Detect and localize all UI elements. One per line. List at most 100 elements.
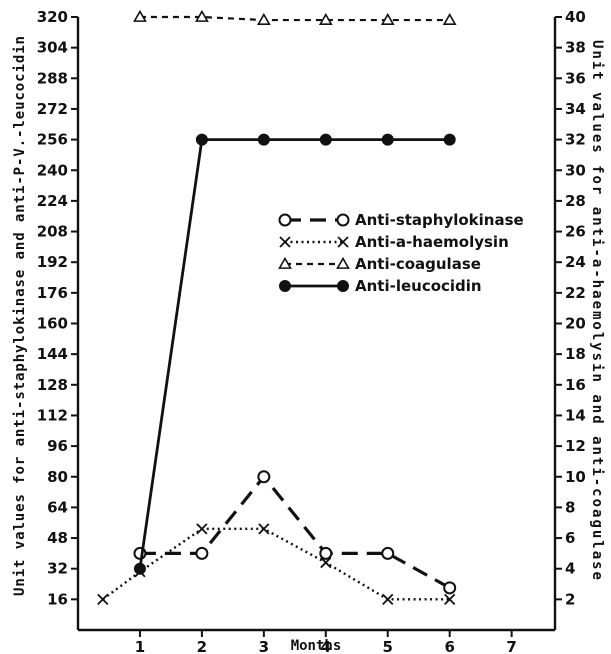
data-point <box>258 523 270 535</box>
data-point <box>257 470 271 484</box>
data-point <box>256 12 271 25</box>
data-point <box>319 133 332 146</box>
legend-entry: Anti-leucocidin <box>279 277 482 295</box>
data-point <box>443 133 456 146</box>
y-left-tick-label: 240 <box>37 161 68 179</box>
y-right-tick-label: 14 <box>565 406 586 424</box>
y-left-tick-label: 176 <box>37 284 68 302</box>
series-anti-a-haemolysin <box>97 523 456 605</box>
x-tick-label: 3 <box>259 638 269 654</box>
y-right-tick-label: 40 <box>565 8 586 26</box>
data-point <box>444 593 456 605</box>
x-axis-title: Months <box>291 638 342 654</box>
left-y-axis-title: Unit values for anti-staphylokinase and … <box>12 36 28 596</box>
y-right-tick-label: 36 <box>565 69 586 87</box>
data-point <box>382 593 394 605</box>
filled-circle-marker <box>279 280 291 292</box>
series-line <box>139 15 450 22</box>
y-left-tick-label: 288 <box>37 69 68 87</box>
y-right-tick-label: 20 <box>565 315 586 333</box>
y-right-tick-label: 26 <box>565 223 586 241</box>
x-marker <box>337 236 349 248</box>
y-left-tick-label: 256 <box>37 131 68 149</box>
x-tick-label: 7 <box>506 638 516 654</box>
y-left-tick-label: 192 <box>37 253 68 271</box>
y-right-tick-label: 4 <box>565 560 575 578</box>
data-point <box>320 556 332 569</box>
data-point <box>195 9 209 22</box>
y-left-tick-label: 208 <box>37 223 68 241</box>
series-anti-coagulase <box>133 9 457 25</box>
x-tick-label: 1 <box>135 638 145 654</box>
y-left-tick-label: 16 <box>47 590 68 608</box>
data-point <box>97 593 109 605</box>
y-left-tick-label: 64 <box>47 498 68 516</box>
legend-label: Anti-leucocidin <box>355 277 482 295</box>
legend-label: Anti-a-haemolysin <box>355 233 509 251</box>
data-point <box>133 9 147 22</box>
series-line <box>139 475 451 590</box>
y-right-tick-label: 34 <box>565 100 586 118</box>
x-tick-label: 5 <box>383 638 393 654</box>
series-anti-staphylokinase <box>133 470 457 595</box>
y-left-tick-label: 32 <box>47 560 68 578</box>
x-tick-label: 2 <box>197 638 207 654</box>
legend-entry: Anti-staphylokinase <box>278 211 524 229</box>
data-point <box>381 133 394 146</box>
data-point <box>380 12 395 25</box>
y-right-tick-label: 16 <box>565 376 586 394</box>
y-right-tick-label: 24 <box>565 253 586 271</box>
y-left-tick-label: 48 <box>47 529 68 547</box>
data-point <box>133 562 146 575</box>
data-point <box>257 133 270 146</box>
y-right-tick-label: 12 <box>565 437 586 455</box>
x-marker <box>279 236 291 248</box>
triangle-marker <box>336 256 350 269</box>
axes <box>76 17 557 632</box>
y-left-tick-label: 224 <box>37 192 68 210</box>
y-right-tick-label: 2 <box>565 590 575 608</box>
series-line <box>138 138 450 569</box>
legend-label: Anti-staphylokinase <box>355 211 524 229</box>
y-left-tick-label: 80 <box>47 468 68 486</box>
y-left-tick-label: 320 <box>37 8 68 26</box>
open-circle-marker <box>336 213 350 227</box>
y-left-tick-label: 112 <box>37 406 68 424</box>
y-right-tick-label: 32 <box>565 131 586 149</box>
y-left-tick-label: 160 <box>37 315 68 333</box>
legend-entry: Anti-a-haemolysin <box>279 233 509 251</box>
data-point <box>196 523 208 535</box>
y-left-tick-label: 128 <box>37 376 68 394</box>
data-point <box>318 12 333 25</box>
series-line <box>102 527 450 601</box>
y-right-tick-label: 10 <box>565 468 586 486</box>
right-y-axis-title: Unit values for anti-a-haemolysin and an… <box>589 40 605 580</box>
y-right-tick-label: 18 <box>565 345 586 363</box>
ticks: 1 2 3 4 5 6 7163248648096112128144160176192208… <box>37 8 586 654</box>
series-layer <box>97 9 457 605</box>
x-tick-label: 4 <box>321 638 331 654</box>
y-left-tick-label: 96 <box>47 437 68 455</box>
y-right-tick-label: 8 <box>565 498 575 516</box>
filled-circle-marker <box>337 280 349 292</box>
y-right-tick-label: 6 <box>565 529 575 547</box>
data-point <box>195 546 209 560</box>
legend-entry: Anti-coagulase <box>278 255 481 273</box>
y-left-tick-label: 272 <box>37 100 68 118</box>
y-right-tick-label: 28 <box>565 192 586 210</box>
data-point <box>443 581 457 595</box>
open-circle-marker <box>278 213 292 227</box>
data-point <box>442 12 457 25</box>
legend-label: Anti-coagulase <box>355 255 481 273</box>
x-tick-label: 6 <box>444 638 454 654</box>
data-point <box>195 133 208 146</box>
y-left-tick-label: 304 <box>37 39 68 57</box>
triangle-marker <box>278 256 292 269</box>
y-right-tick-label: 30 <box>565 161 586 179</box>
legend: Anti-staphylokinase Anti-a-haemolysin Anti… <box>278 211 524 295</box>
y-right-tick-label: 38 <box>565 39 586 57</box>
y-right-tick-label: 22 <box>565 284 586 302</box>
y-left-tick-label: 144 <box>37 345 68 363</box>
data-point <box>381 546 395 560</box>
